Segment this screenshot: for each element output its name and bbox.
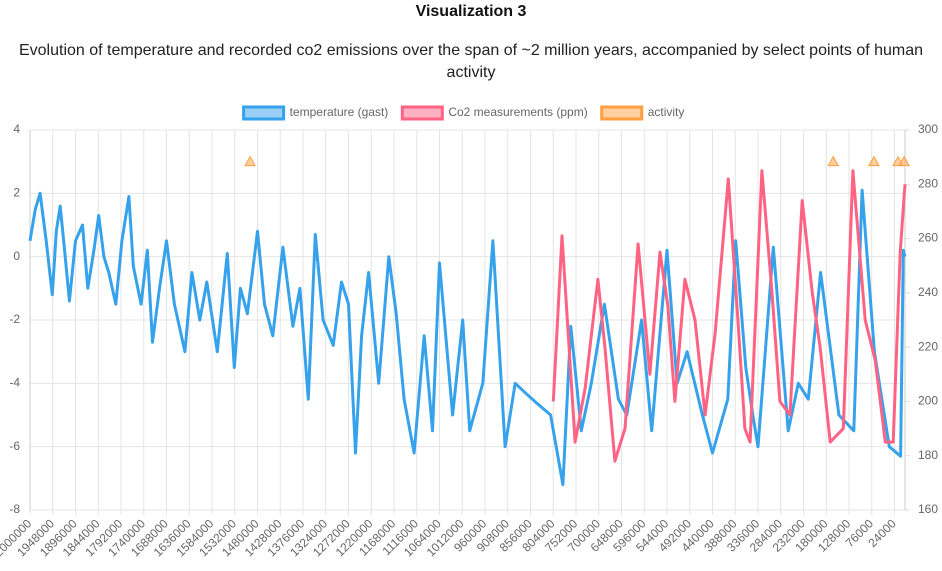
y-tick-label: -6 (9, 439, 20, 453)
chart-subtitle: Evolution of temperature and recorded co… (18, 42, 924, 81)
y-tick-label: -8 (9, 502, 20, 516)
y-tick-label: -2 (9, 312, 20, 326)
y2-tick-label: 220 (918, 339, 938, 353)
y2-tick-label: 280 (918, 176, 938, 190)
legend-swatch (242, 105, 286, 121)
activity-marker (868, 155, 880, 167)
legend-label: Co2 measurements (ppm) (448, 105, 587, 119)
legend-label: temperature (gast) (290, 105, 389, 119)
activity-marker (244, 155, 256, 167)
legend-swatch (400, 105, 444, 121)
y-tick-label: 0 (13, 249, 20, 263)
y2-tick-label: 240 (918, 285, 938, 299)
y2-tick-label: 200 (918, 394, 938, 408)
legend-label: activity (648, 105, 685, 119)
y-tick-label: 2 (13, 186, 20, 200)
y-tick-label: -4 (9, 376, 20, 390)
chart-title: Visualization 3 (415, 3, 527, 20)
activity-marker (827, 155, 840, 167)
y2-tick-label: 180 (918, 448, 938, 462)
y2-tick-label: 300 (918, 122, 938, 136)
y2-tick-label: 260 (918, 231, 938, 245)
y2-tick-label: 160 (918, 502, 938, 516)
series-line (551, 169, 907, 463)
y-tick-label: 4 (13, 122, 20, 136)
legend-swatch (600, 105, 644, 121)
series-line (28, 188, 907, 487)
activity-marker (898, 155, 910, 167)
